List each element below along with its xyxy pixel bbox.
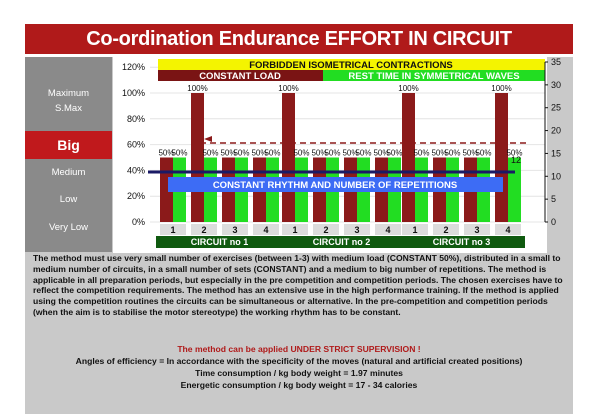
description-paragraph: The method must use very small number of…	[33, 253, 563, 317]
rest-data-label: 50%	[386, 149, 402, 158]
rest-data-label: 50%	[171, 149, 187, 158]
label-low: Low	[59, 194, 78, 205]
load-bar	[402, 93, 415, 222]
load-data-label: 50%	[373, 149, 389, 158]
rest-bar	[508, 157, 521, 222]
load-data-label: 100%	[491, 84, 511, 93]
x-tick-label: 3	[474, 225, 479, 235]
rest-data-label: 50%	[506, 149, 522, 158]
x-tick-label: 1	[170, 225, 175, 235]
load-bar	[282, 93, 295, 222]
circuit-band	[278, 236, 405, 248]
y-tick-label-right: 15	[551, 148, 561, 158]
angles-text: Angles of efficiency = In accordance wit…	[75, 356, 523, 366]
constant-load-label: CONSTANT LOAD	[199, 71, 281, 82]
circuit-label: CIRCUIT no 1	[191, 237, 249, 247]
y-tick-label-right: 0	[551, 217, 556, 227]
x-tick-label: 2	[201, 225, 206, 235]
load-data-label: 100%	[278, 84, 298, 93]
load-data-label: 50%	[311, 149, 327, 158]
load-data-label: 50%	[342, 149, 358, 158]
load-data-label: 50%	[158, 149, 174, 158]
exercise-cell	[313, 224, 339, 235]
x-tick-label: 1	[412, 225, 417, 235]
x-tick-label: 2	[323, 225, 328, 235]
exercise-cell	[253, 224, 279, 235]
exercise-cell	[191, 224, 217, 235]
y-tick-label-left: 60%	[127, 140, 145, 150]
rest-data-label: 50%	[444, 149, 460, 158]
constant-load-banner	[158, 70, 323, 81]
x-tick-label: 4	[263, 225, 268, 235]
label-big: Big	[25, 131, 112, 159]
rest-data-label: 50%	[324, 149, 340, 158]
x-tick-label: 4	[385, 225, 390, 235]
load-data-label: 50%	[220, 149, 236, 158]
load-data-label: 50%	[431, 149, 447, 158]
exercise-cell	[222, 224, 248, 235]
page-title: Co-ordination Endurance EFFORT IN CIRCUI…	[25, 24, 573, 54]
y-tick-label-left: 40%	[127, 165, 145, 175]
rest-data-label: 50%	[355, 149, 371, 158]
rest-data-label: 50%	[202, 149, 218, 158]
exercise-cell	[464, 224, 490, 235]
y-tick-label-right: 25	[551, 103, 561, 113]
trend-arrow-icon	[204, 136, 212, 142]
label-maximum: Maximum	[47, 88, 90, 99]
y-tick-label-right: 20	[551, 126, 561, 136]
load-bar	[191, 93, 204, 222]
rest-data-label: 50%	[264, 149, 280, 158]
y-tick-label-right: 10	[551, 171, 561, 181]
y-tick-label-left: 20%	[127, 191, 145, 201]
x-tick-label: 3	[354, 225, 359, 235]
circuit-band	[156, 236, 283, 248]
x-tick-label: 4	[505, 225, 510, 235]
exercise-cell	[402, 224, 428, 235]
y-tick-label-right: 5	[551, 194, 556, 204]
exercise-cell	[160, 224, 186, 235]
rest-data-label: 50%	[293, 149, 309, 158]
y-tick-label-left: 100%	[122, 88, 145, 98]
load-data-label: 50%	[462, 149, 478, 158]
rest-time-label: REST TIME IN SYMMETRICAL WAVES	[348, 71, 519, 82]
load-data-label: 50%	[251, 149, 267, 158]
exercise-cell	[433, 224, 459, 235]
load-bar	[495, 93, 508, 222]
rest-data-label: 50%	[413, 149, 429, 158]
rest-time-banner	[323, 70, 545, 81]
y-tick-label-left: 120%	[122, 62, 145, 72]
label-very-low: Very Low	[48, 222, 89, 233]
x-tick-label: 1	[292, 225, 297, 235]
rest-data-label: 50%	[475, 149, 491, 158]
supervision-warning: The method can be applied UNDER STRICT S…	[177, 344, 421, 354]
label-smax: S.Max	[55, 103, 82, 114]
forbidden-banner	[158, 59, 545, 70]
energy-consumption: Energetic consumption / kg body weight =…	[180, 380, 418, 390]
x-tick-label: 2	[443, 225, 448, 235]
exercise-cell	[375, 224, 401, 235]
rest-data-label: 50%	[233, 149, 249, 158]
label-medium: Medium	[51, 167, 86, 178]
y-tick-label-left: 0%	[132, 217, 145, 227]
load-data-label: 100%	[187, 84, 207, 93]
circuit-label: CIRCUIT no 3	[433, 237, 491, 247]
circuit-band	[398, 236, 525, 248]
load-bar	[160, 157, 173, 222]
rhythm-band	[168, 177, 503, 192]
rhythm-label: CONSTANT RHYTHM AND NUMBER OF REPETITION…	[213, 180, 457, 191]
x-tick-label: 3	[232, 225, 237, 235]
circuit-label: CIRCUIT no 2	[313, 237, 371, 247]
exercise-cell	[282, 224, 308, 235]
y-tick-label-right: 35	[551, 57, 561, 67]
exercise-cell	[344, 224, 370, 235]
y-tick-label-left: 80%	[127, 114, 145, 124]
exercise-cell	[495, 224, 521, 235]
description-text: The method must use very small number of…	[33, 253, 563, 318]
y-tick-label-right: 30	[551, 80, 561, 90]
load-data-label: 100%	[398, 84, 418, 93]
forbidden-label: FORBIDDEN ISOMETRICAL CONTRACTIONS	[249, 60, 453, 71]
reference-line-value: 12	[511, 155, 521, 165]
time-consumption: Time consumption / kg body weight = 1.97…	[195, 368, 403, 378]
